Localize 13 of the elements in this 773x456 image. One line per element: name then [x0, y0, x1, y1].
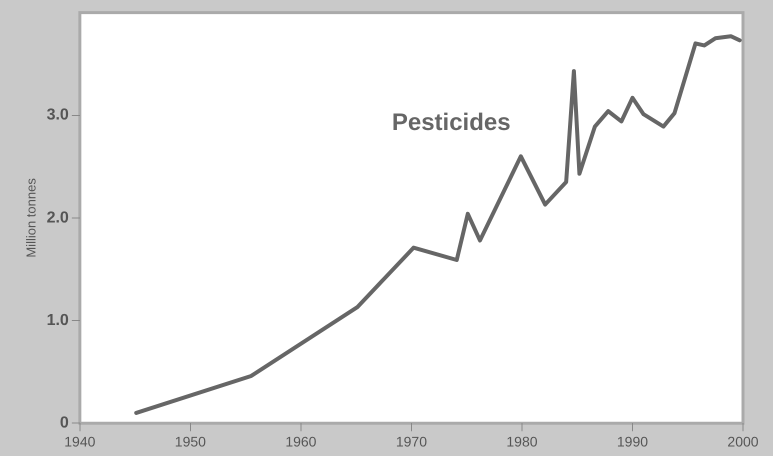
y-tick-label: 0	[60, 414, 69, 432]
x-tick-label: 1980	[506, 433, 538, 450]
y-axis-title: Million tonnes	[23, 178, 38, 258]
x-tick-label: 2000	[727, 433, 759, 450]
y-tick-label: 1.0	[46, 312, 69, 329]
x-tick-label: 1960	[285, 433, 317, 450]
x-tick-label: 1990	[616, 433, 648, 450]
x-tick-label: 1940	[64, 433, 96, 450]
y-tick-label: 3.0	[46, 106, 69, 124]
y-tick-label: 2.0	[46, 209, 69, 226]
series-label: Pesticides	[392, 109, 511, 136]
x-tick-label: 1970	[396, 433, 428, 450]
x-tick-label: 1950	[174, 433, 206, 450]
